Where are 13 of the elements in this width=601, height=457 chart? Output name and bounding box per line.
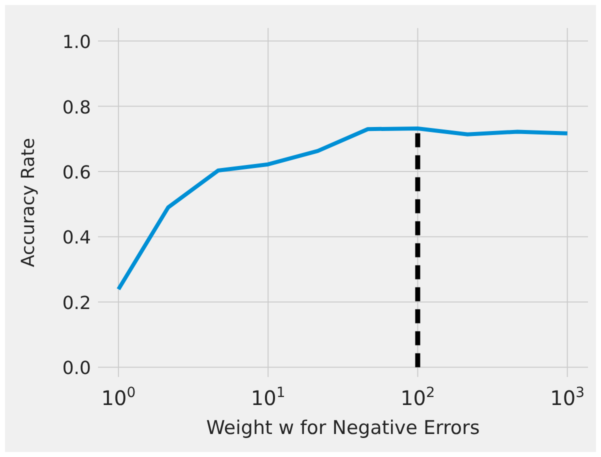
- x-tick-label: 10$^{0}$: [101, 385, 136, 410]
- x-tick-label: 10$^{2}$: [400, 385, 435, 410]
- y-tick-label: 0.8: [62, 97, 91, 118]
- y-tick-label: 0.6: [62, 162, 91, 184]
- x-tick-label: 10$^{3}$: [550, 385, 585, 410]
- y-tick-label: 0.4: [62, 228, 91, 249]
- y-tick-label: 0.0: [62, 358, 91, 380]
- y-tick-label: 1.0: [62, 32, 91, 54]
- x-tick-label: 10$^{1}$: [250, 385, 286, 410]
- x-axis-title: Weight w for Negative Errors: [206, 417, 480, 439]
- line-series: [116, 126, 570, 292]
- y-axis-title: Accuracy Rate: [18, 138, 39, 268]
- y-tick-label: 0.2: [62, 292, 91, 314]
